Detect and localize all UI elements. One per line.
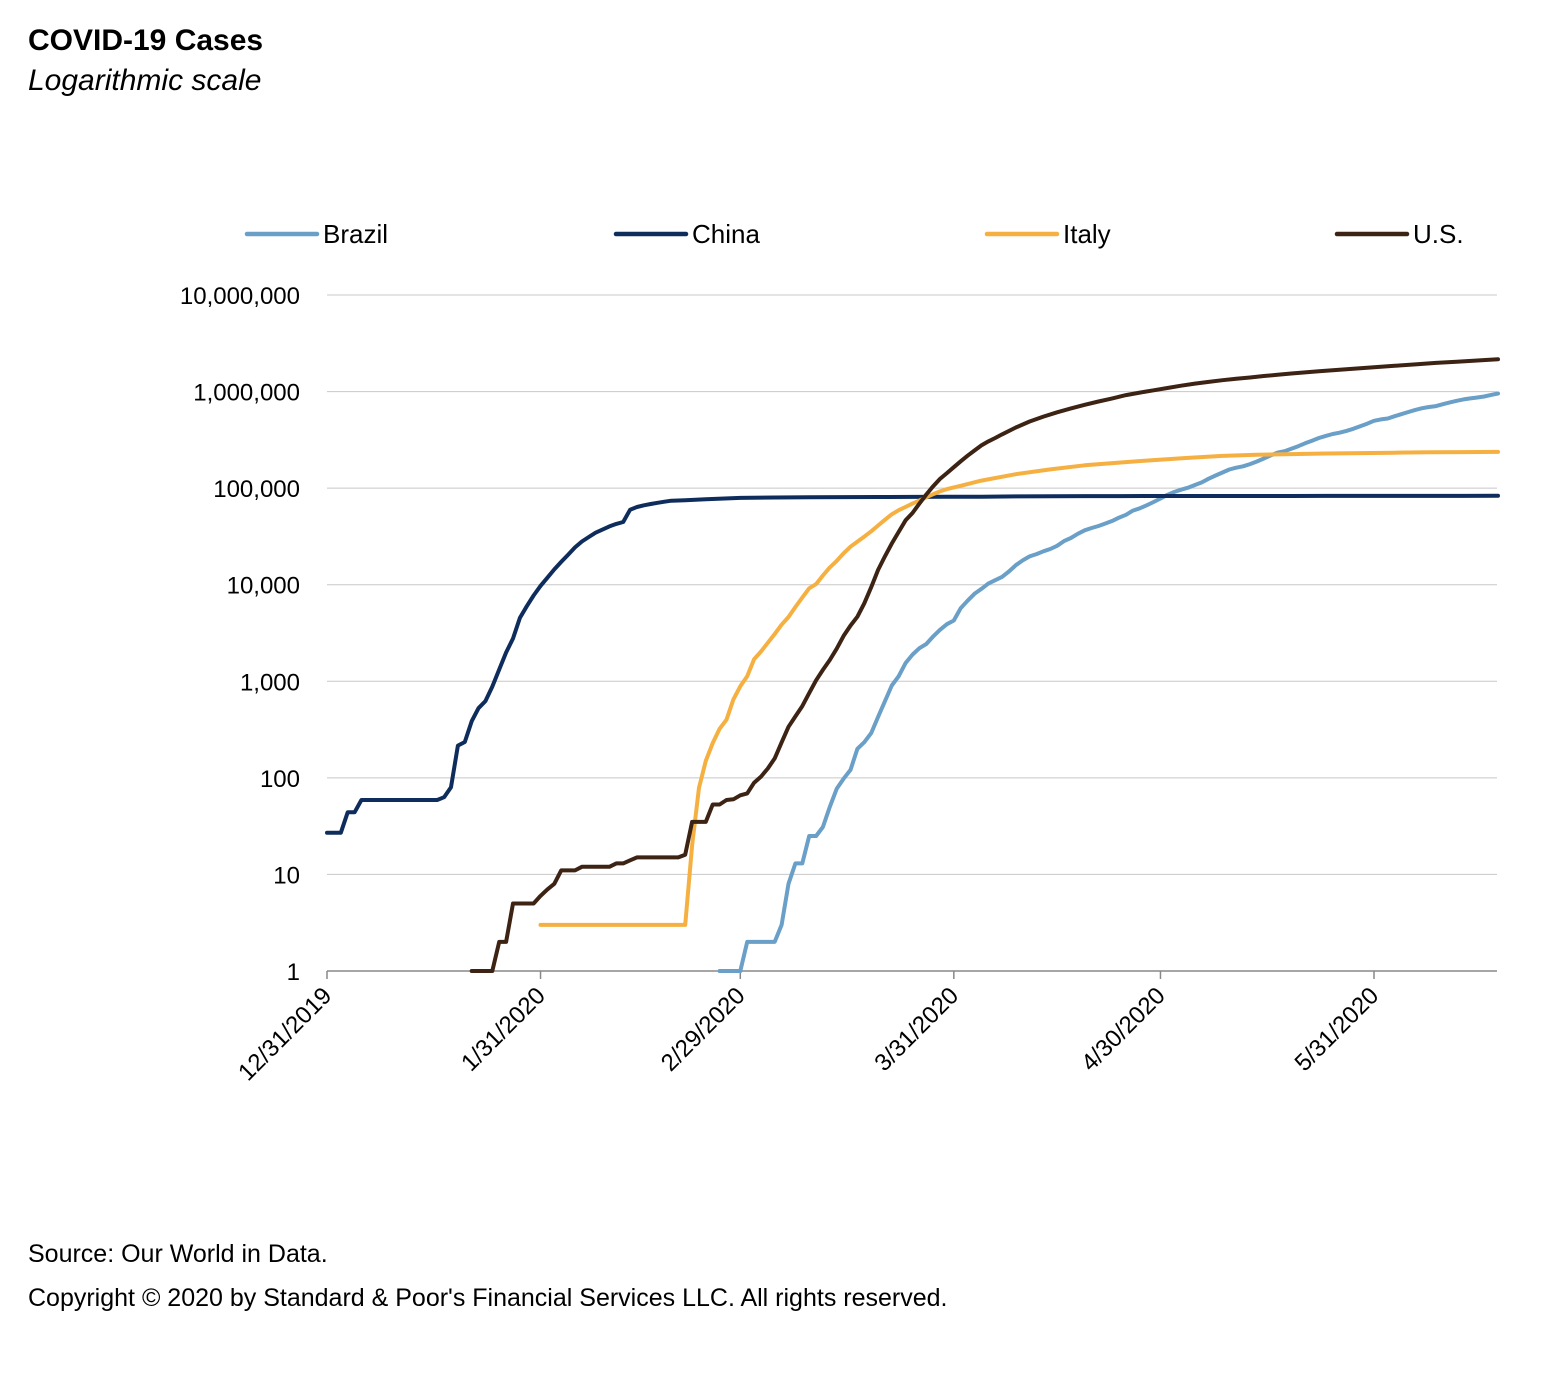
legend-label-italy: Italy <box>1063 219 1111 249</box>
y-tick-label: 100 <box>260 766 300 793</box>
y-tick-label: 10,000 <box>227 573 300 600</box>
series-line-brazil <box>717 391 1500 973</box>
y-tick-label: 10,000,000 <box>180 283 300 310</box>
chart-title: COVID-19 Cases <box>28 24 264 57</box>
series-line-china <box>325 493 1500 835</box>
x-tick-label: 12/31/2019 <box>233 982 337 1086</box>
chart-subtitle: Logarithmic scale <box>28 64 262 97</box>
x-tick-label: 1/31/2020 <box>456 982 551 1077</box>
y-tick-label: 1,000,000 <box>193 380 300 407</box>
x-tick-label: 5/31/2020 <box>1290 982 1385 1077</box>
x-tick-label: 3/31/2020 <box>869 982 964 1077</box>
y-tick-label: 1 <box>287 959 300 986</box>
legend: Brazil China Italy U.S. <box>244 219 1464 249</box>
copyright-note: Copyright © 2020 by Standard & Poor's Fi… <box>28 1284 948 1312</box>
series-layer <box>325 357 1500 973</box>
legend-label-china: China <box>692 219 760 249</box>
x-tick-label: 2/29/2020 <box>656 982 751 1077</box>
legend-label-us: U.S. <box>1413 219 1464 249</box>
series-line-italy <box>538 449 1500 927</box>
axis-layer: 1 10 100 1,000 10,000 100,000 1,000,000 10,000,… <box>180 283 1497 1086</box>
grid-layer <box>327 294 1497 875</box>
series-line-us <box>469 357 1500 973</box>
x-tick-label: 4/30/2020 <box>1076 982 1171 1077</box>
source-note: Source: Our World in Data. <box>28 1240 328 1268</box>
y-tick-label: 10 <box>273 862 300 889</box>
legend-label-brazil: Brazil <box>323 219 388 249</box>
y-tick-label: 100,000 <box>213 476 300 503</box>
y-tick-label: 1,000 <box>240 669 300 696</box>
